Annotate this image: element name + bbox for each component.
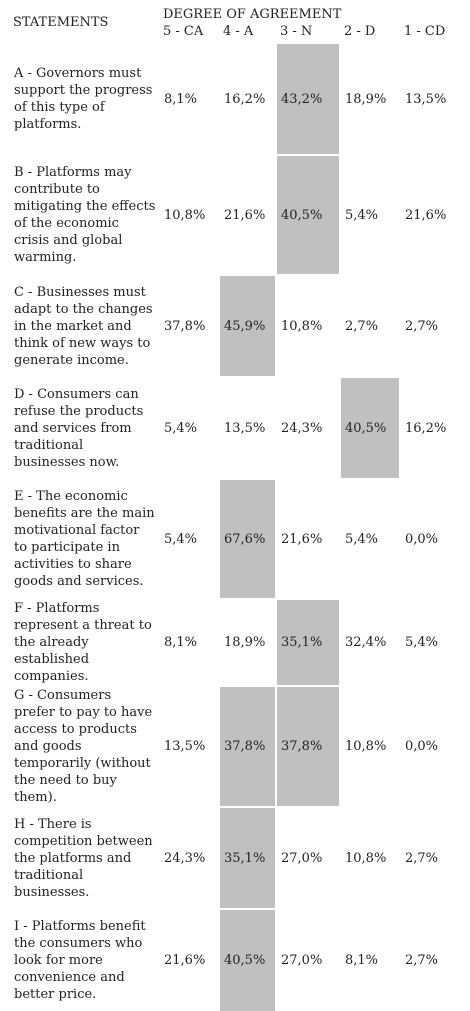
statement-cell: D - Consumers can refuse the products an… <box>8 376 159 479</box>
statement-cell: I - Platforms benefit the consumers who … <box>8 908 159 1011</box>
value-cell: 45,9% <box>218 274 276 377</box>
value-cell: 10,8% <box>275 274 340 377</box>
agreement-table: STATEMENTS DEGREE OF AGREEMENT 5 - CA 4 … <box>8 4 465 1011</box>
statement-cell: F - Platforms represent a threat to the … <box>8 598 159 686</box>
statement-cell: B - Platforms may contribute to mitigati… <box>8 154 159 275</box>
value-cell: 13,5% <box>158 685 219 807</box>
table-row: A - Governors must support the progress … <box>8 42 465 155</box>
value-cell: 5,4% <box>158 478 219 599</box>
value-cell: 5,4% <box>339 154 400 275</box>
table-row: D - Consumers can refuse the products an… <box>8 376 465 479</box>
table-row: G - Consumers prefer to pay to have acce… <box>8 685 465 807</box>
table-row: C - Businesses must adapt to the changes… <box>8 274 465 377</box>
table-row: E - The economic benefits are the main m… <box>8 478 465 599</box>
value-cell: 2,7% <box>339 274 400 377</box>
table-row: I - Platforms benefit the consumers who … <box>8 908 465 1011</box>
table-row: H - There is competition between the pla… <box>8 806 465 909</box>
value-cell: 0,0% <box>399 478 465 599</box>
value-cell: 24,3% <box>158 806 219 909</box>
value-cell: 10,8% <box>339 806 400 909</box>
value-cell: 13,5% <box>218 376 276 479</box>
value-cell: 8,1% <box>158 598 219 686</box>
statement-cell: E - The economic benefits are the main m… <box>8 478 159 599</box>
value-cell: 40,5% <box>275 154 340 275</box>
value-cell: 21,6% <box>399 154 465 275</box>
value-cell: 21,6% <box>158 908 219 1011</box>
value-cell: 35,1% <box>275 598 340 686</box>
value-cell: 8,1% <box>339 908 400 1011</box>
value-cell: 21,6% <box>218 154 276 275</box>
column-header-cd: 1 - CD <box>404 24 446 39</box>
statement-cell: H - There is competition between the pla… <box>8 806 159 909</box>
column-header-n: 3 - N <box>280 24 313 39</box>
value-cell: 43,2% <box>275 42 340 155</box>
agreement-table-page: STATEMENTS DEGREE OF AGREEMENT 5 - CA 4 … <box>8 7 465 1011</box>
value-cell: 40,5% <box>218 908 276 1011</box>
value-cell: 18,9% <box>339 42 400 155</box>
value-cell: 40,5% <box>339 376 400 479</box>
statements-header: STATEMENTS <box>13 15 109 30</box>
statement-cell: G - Consumers prefer to pay to have acce… <box>8 685 159 807</box>
value-cell: 2,7% <box>399 274 465 377</box>
value-cell: 2,7% <box>399 908 465 1011</box>
value-cell: 5,4% <box>339 478 400 599</box>
statement-cell: C - Businesses must adapt to the changes… <box>8 274 159 377</box>
value-cell: 5,4% <box>399 598 465 686</box>
value-cell: 27,0% <box>275 908 340 1011</box>
value-cell: 27,0% <box>275 806 340 909</box>
value-cell: 0,0% <box>399 685 465 807</box>
value-cell: 2,7% <box>399 806 465 909</box>
column-header-d: 2 - D <box>344 24 376 39</box>
value-cell: 37,8% <box>158 274 219 377</box>
statement-cell: A - Governors must support the progress … <box>8 42 159 155</box>
value-cell: 35,1% <box>218 806 276 909</box>
value-cell: 10,8% <box>339 685 400 807</box>
value-cell: 24,3% <box>275 376 340 479</box>
column-header-ca: 5 - CA <box>163 24 204 39</box>
degree-of-agreement-header: DEGREE OF AGREEMENT <box>163 7 342 22</box>
table-row: B - Platforms may contribute to mitigati… <box>8 154 465 275</box>
value-cell: 32,4% <box>339 598 400 686</box>
value-cell: 8,1% <box>158 42 219 155</box>
value-cell: 5,4% <box>158 376 219 479</box>
value-cell: 21,6% <box>275 478 340 599</box>
table-row: F - Platforms represent a threat to the … <box>8 598 465 686</box>
value-cell: 10,8% <box>158 154 219 275</box>
column-header-a: 4 - A <box>223 24 254 39</box>
value-cell: 16,2% <box>218 42 276 155</box>
value-cell: 13,5% <box>399 42 465 155</box>
value-cell: 37,8% <box>275 685 340 807</box>
value-cell: 18,9% <box>218 598 276 686</box>
value-cell: 67,6% <box>218 478 276 599</box>
value-cell: 16,2% <box>399 376 465 479</box>
table-body: A - Governors must support the progress … <box>8 42 465 1011</box>
value-cell: 37,8% <box>218 685 276 807</box>
